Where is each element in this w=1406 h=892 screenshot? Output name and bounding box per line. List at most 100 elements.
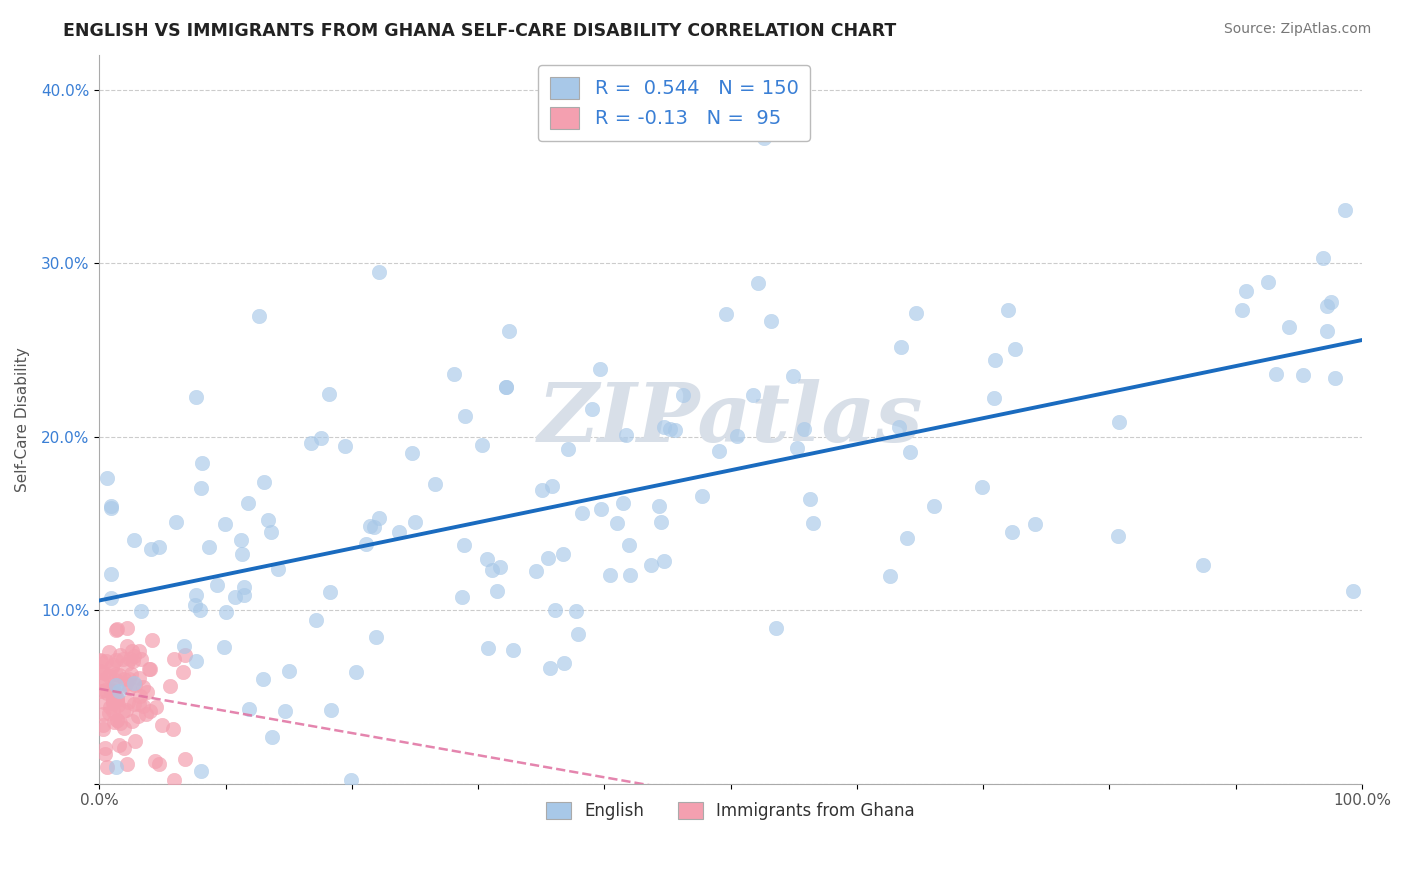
Point	[364, 630, 387, 644]
Point	[93, 695, 115, 709]
Point	[122, 654, 145, 668]
Point	[115, 639, 138, 653]
Point	[647, 499, 669, 513]
Point	[1024, 516, 1046, 531]
Point	[344, 665, 367, 680]
Point	[540, 479, 562, 493]
Point	[103, 657, 125, 672]
Point	[612, 495, 634, 509]
Point	[544, 603, 567, 617]
Point	[1334, 203, 1357, 218]
Point	[224, 590, 246, 604]
Point	[128, 644, 150, 658]
Point	[1316, 324, 1339, 338]
Point	[184, 598, 207, 612]
Point	[659, 422, 682, 436]
Point	[121, 714, 143, 729]
Point	[105, 760, 128, 774]
Point	[551, 547, 574, 561]
Point	[108, 668, 131, 682]
Point	[107, 698, 129, 712]
Point	[98, 700, 121, 714]
Point	[1192, 558, 1215, 573]
Point	[115, 677, 138, 691]
Point	[108, 648, 131, 663]
Point	[765, 621, 787, 635]
Point	[197, 541, 219, 555]
Point	[273, 704, 295, 718]
Point	[163, 652, 186, 666]
Point	[150, 718, 173, 732]
Point	[118, 681, 141, 696]
Point	[233, 589, 256, 603]
Point	[100, 499, 122, 513]
Point	[260, 730, 283, 744]
Point	[127, 708, 149, 723]
Point	[305, 613, 328, 627]
Point	[174, 752, 197, 766]
Point	[581, 402, 603, 417]
Y-axis label: Self-Care Disability: Self-Care Disability	[15, 347, 30, 491]
Point	[186, 654, 208, 668]
Point	[103, 694, 125, 708]
Point	[1265, 367, 1288, 381]
Point	[759, 314, 782, 328]
Point	[132, 680, 155, 694]
Point	[896, 531, 918, 545]
Point	[640, 558, 662, 573]
Point	[96, 471, 118, 485]
Point	[890, 340, 912, 354]
Point	[108, 739, 131, 753]
Point	[104, 623, 127, 637]
Point	[404, 515, 426, 529]
Point	[321, 703, 343, 717]
Point	[256, 512, 278, 526]
Point	[188, 603, 211, 617]
Point	[231, 547, 253, 561]
Point	[115, 756, 138, 771]
Point	[531, 483, 554, 498]
Point	[889, 420, 911, 434]
Point	[117, 695, 139, 709]
Point	[129, 690, 152, 704]
Point	[94, 747, 117, 762]
Point	[135, 685, 157, 699]
Point	[128, 698, 150, 712]
Point	[752, 131, 775, 145]
Point	[495, 380, 517, 394]
Point	[606, 516, 628, 530]
Point	[388, 524, 411, 539]
Point	[103, 715, 125, 730]
Point	[1234, 284, 1257, 298]
Point	[174, 648, 197, 663]
Point	[173, 640, 195, 654]
Point	[599, 567, 621, 582]
Point	[443, 367, 465, 381]
Point	[105, 713, 128, 727]
Point	[238, 702, 260, 716]
Point	[565, 604, 588, 618]
Point	[233, 580, 256, 594]
Point	[747, 276, 769, 290]
Point	[101, 681, 124, 695]
Point	[1230, 302, 1253, 317]
Point	[266, 562, 288, 576]
Legend: English, Immigrants from Ghana: English, Immigrants from Ghana	[540, 795, 921, 826]
Point	[112, 740, 135, 755]
Point	[138, 704, 160, 718]
Point	[90, 665, 112, 680]
Point	[100, 684, 122, 698]
Point	[1341, 583, 1364, 598]
Point	[401, 445, 423, 459]
Point	[423, 476, 446, 491]
Point	[159, 679, 181, 693]
Point	[453, 538, 475, 552]
Point	[970, 479, 993, 493]
Point	[141, 541, 163, 556]
Point	[1278, 320, 1301, 334]
Point	[89, 664, 111, 678]
Point	[98, 706, 121, 720]
Point	[91, 722, 114, 736]
Point	[205, 578, 228, 592]
Point	[672, 388, 695, 402]
